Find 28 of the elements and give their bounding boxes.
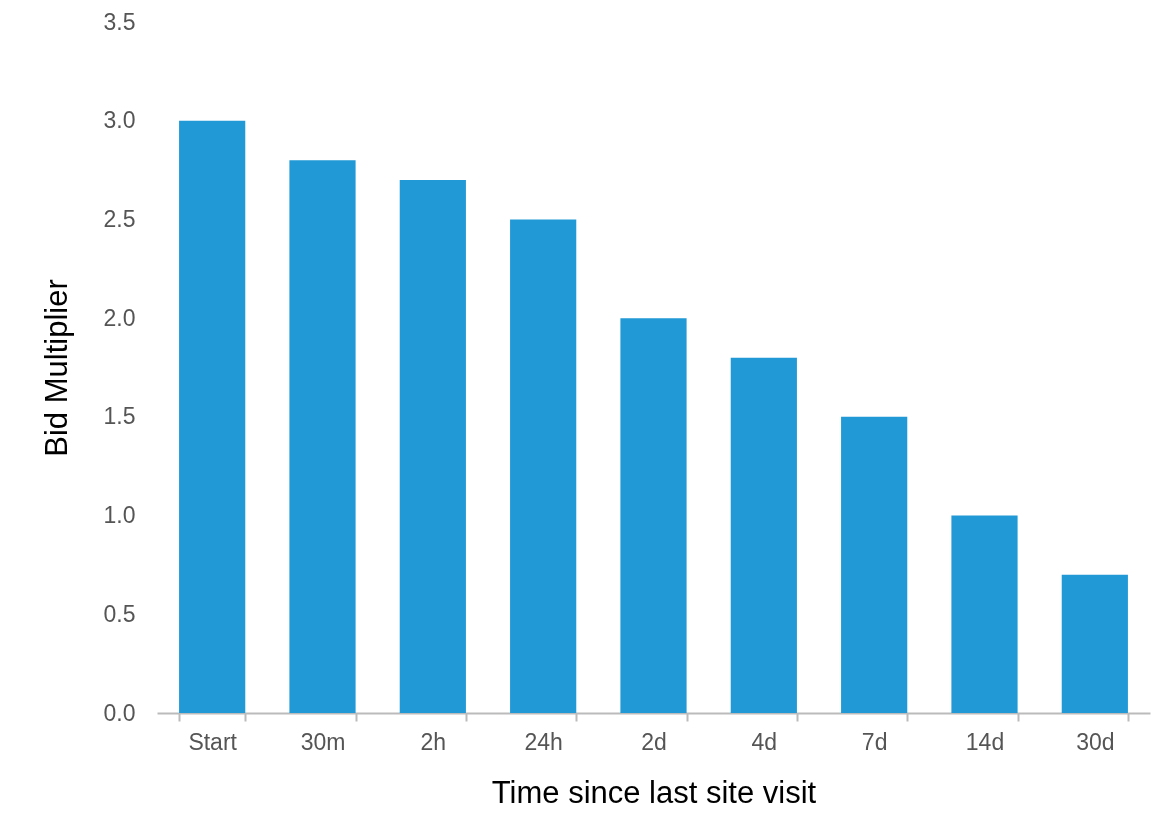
x-tick-label: Start: [188, 728, 238, 755]
bar: [399, 179, 466, 713]
x-tick-label: 30m: [300, 728, 346, 755]
bar: [289, 160, 356, 713]
y-tick-label: 2.5: [103, 205, 136, 232]
y-tick-label: 1.5: [103, 403, 136, 430]
x-tick-label: 14d: [965, 728, 1005, 755]
x-tick-label: 2d: [641, 728, 667, 755]
x-tick-label: 7d: [861, 728, 888, 755]
y-tick-label: 0.5: [103, 600, 136, 627]
x-tick-label: 24h: [524, 728, 563, 755]
bar: [951, 515, 1018, 713]
y-tick-label: 3.0: [103, 107, 136, 134]
x-tick-label: 2h: [420, 728, 447, 755]
bar: [841, 416, 908, 713]
bar: [179, 120, 246, 713]
bar: [620, 318, 687, 713]
x-tick-label: 4d: [751, 728, 778, 755]
bar: [1061, 574, 1128, 713]
bar: [730, 357, 797, 713]
x-axis-title: Time since last site visit: [491, 774, 817, 810]
y-tick-label: 3.5: [103, 8, 136, 35]
y-axis-title: Bid Multiplier: [38, 279, 74, 457]
y-tick-label: 2.0: [103, 304, 136, 331]
x-tick-label: 30d: [1076, 728, 1115, 755]
y-tick-label: 0.0: [103, 699, 136, 726]
bar: [510, 219, 577, 713]
y-tick-label: 1.0: [103, 502, 136, 529]
